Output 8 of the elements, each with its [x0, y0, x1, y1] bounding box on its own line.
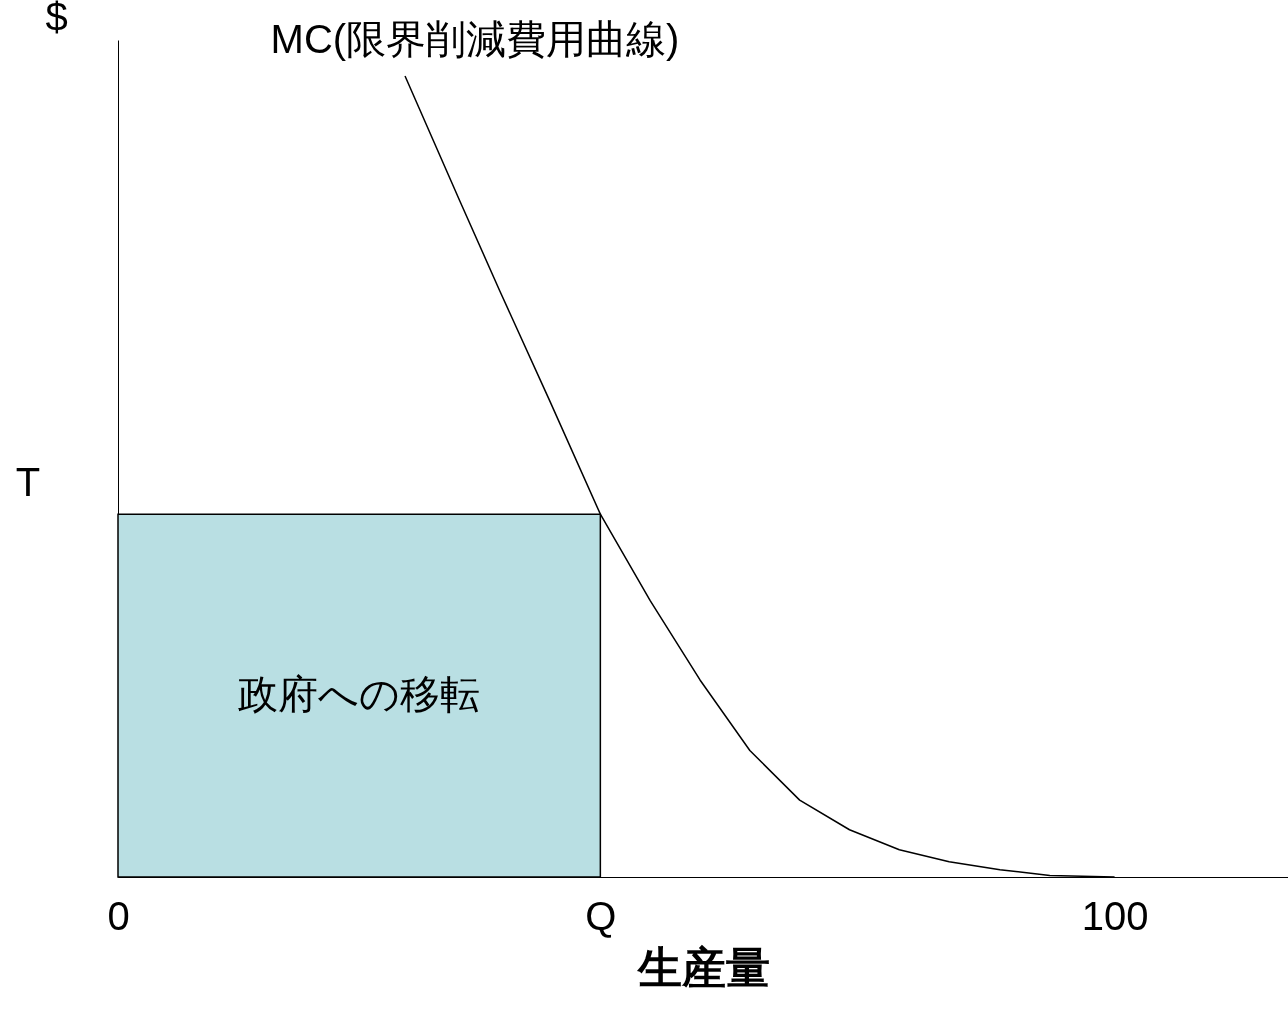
x-tick-label: Q [585, 893, 617, 938]
text: T [15, 460, 41, 505]
x-tick-label: 100 [1081, 893, 1149, 938]
y-axis-title: $ [45, 0, 68, 39]
x-tick-label: 0 [107, 893, 130, 938]
x-axis-title: 生産量 [635, 942, 770, 992]
annotation: 政府への移転 [238, 671, 481, 716]
series-label: MC(限界削減費用曲線) [270, 17, 680, 62]
